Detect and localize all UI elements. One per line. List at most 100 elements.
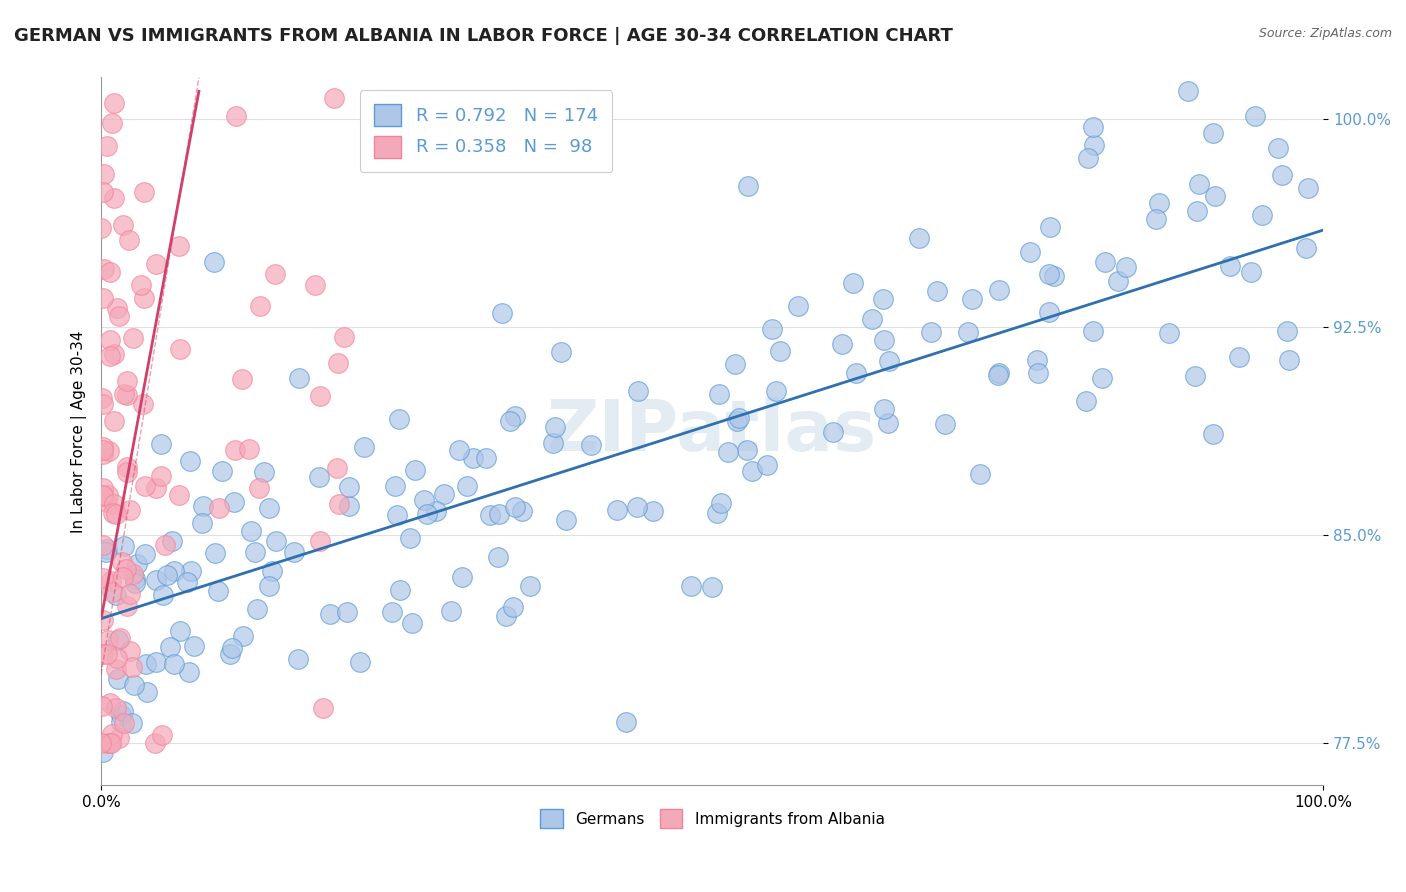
- Germans: [1201, 426, 1223, 441]
- Germans: [1202, 126, 1225, 140]
- Germans: [725, 414, 748, 428]
- Germans: [1177, 84, 1199, 98]
- Immigrants from Albania: [93, 397, 115, 411]
- Text: Source: ZipAtlas.com: Source: ZipAtlas.com: [1258, 27, 1392, 40]
- Germans: [1204, 188, 1226, 202]
- Germans: [387, 411, 409, 425]
- Germans: [202, 255, 225, 269]
- Immigrants from Albania: [103, 413, 125, 427]
- Germans: [761, 322, 783, 336]
- Germans: [486, 549, 509, 564]
- Germans: [502, 599, 524, 614]
- Immigrants from Albania: [309, 534, 332, 549]
- Germans: [413, 493, 436, 508]
- Germans: [163, 657, 186, 672]
- Germans: [246, 602, 269, 616]
- Germans: [456, 479, 478, 493]
- Germans: [681, 579, 703, 593]
- Immigrants from Albania: [98, 349, 121, 363]
- Germans: [728, 410, 751, 425]
- Germans: [1038, 267, 1060, 281]
- Germans: [786, 300, 808, 314]
- Immigrants from Albania: [93, 613, 115, 627]
- Germans: [1296, 181, 1319, 195]
- Immigrants from Albania: [91, 571, 114, 585]
- Germans: [1019, 245, 1042, 260]
- Immigrants from Albania: [208, 501, 231, 516]
- Germans: [449, 442, 471, 457]
- Germans: [107, 672, 129, 686]
- Germans: [177, 665, 200, 679]
- Germans: [1159, 326, 1181, 341]
- Germans: [190, 516, 212, 531]
- Germans: [876, 416, 898, 430]
- Immigrants from Albania: [122, 566, 145, 581]
- Germans: [243, 545, 266, 559]
- Germans: [873, 402, 896, 417]
- Germans: [737, 179, 759, 194]
- Germans: [1146, 211, 1168, 226]
- Germans: [1149, 195, 1171, 210]
- Germans: [1083, 324, 1105, 338]
- Germans: [1094, 255, 1116, 269]
- Germans: [176, 574, 198, 589]
- Germans: [401, 615, 423, 630]
- Germans: [860, 312, 883, 326]
- Germans: [163, 564, 186, 578]
- Germans: [724, 358, 747, 372]
- Immigrants from Albania: [112, 716, 135, 731]
- Germans: [232, 629, 254, 643]
- Germans: [519, 579, 541, 593]
- Germans: [439, 604, 461, 618]
- Immigrants from Albania: [93, 167, 115, 181]
- Germans: [222, 494, 245, 508]
- Immigrants from Albania: [121, 660, 143, 674]
- Immigrants from Albania: [150, 728, 173, 742]
- Germans: [1240, 265, 1263, 279]
- Germans: [1244, 109, 1267, 123]
- Germans: [707, 387, 730, 401]
- Immigrants from Albania: [224, 443, 246, 458]
- Germans: [1251, 208, 1274, 222]
- Immigrants from Albania: [91, 391, 114, 405]
- Immigrants from Albania: [98, 444, 121, 458]
- Immigrants from Albania: [98, 736, 121, 750]
- Germans: [877, 354, 900, 368]
- Germans: [1026, 366, 1049, 380]
- Germans: [381, 605, 404, 619]
- Immigrants from Albania: [103, 347, 125, 361]
- Germans: [1081, 120, 1104, 134]
- Immigrants from Albania: [97, 488, 120, 502]
- Germans: [384, 478, 406, 492]
- Text: GERMAN VS IMMIGRANTS FROM ALBANIA IN LABOR FORCE | AGE 30-34 CORRELATION CHART: GERMAN VS IMMIGRANTS FROM ALBANIA IN LAB…: [14, 27, 953, 45]
- Germans: [121, 716, 143, 731]
- Immigrants from Albania: [96, 647, 118, 661]
- Immigrants from Albania: [97, 632, 120, 647]
- Germans: [107, 633, 129, 648]
- Germans: [461, 451, 484, 466]
- Germans: [872, 293, 894, 307]
- Germans: [541, 436, 564, 450]
- Immigrants from Albania: [100, 574, 122, 588]
- Germans: [1025, 353, 1047, 368]
- Germans: [451, 570, 474, 584]
- Germans: [180, 564, 202, 578]
- Germans: [499, 414, 522, 428]
- Germans: [111, 704, 134, 718]
- Immigrants from Albania: [145, 256, 167, 270]
- Immigrants from Albania: [115, 599, 138, 613]
- Immigrants from Albania: [264, 267, 287, 281]
- Germans: [741, 464, 763, 478]
- Germans: [503, 500, 526, 514]
- Immigrants from Albania: [134, 479, 156, 493]
- Immigrants from Albania: [91, 291, 114, 305]
- Germans: [349, 656, 371, 670]
- Germans: [96, 541, 118, 556]
- Germans: [495, 609, 517, 624]
- Germans: [717, 444, 740, 458]
- Germans: [544, 419, 567, 434]
- Immigrants from Albania: [249, 299, 271, 313]
- Germans: [987, 368, 1010, 382]
- Germans: [491, 305, 513, 319]
- Germans: [308, 470, 330, 484]
